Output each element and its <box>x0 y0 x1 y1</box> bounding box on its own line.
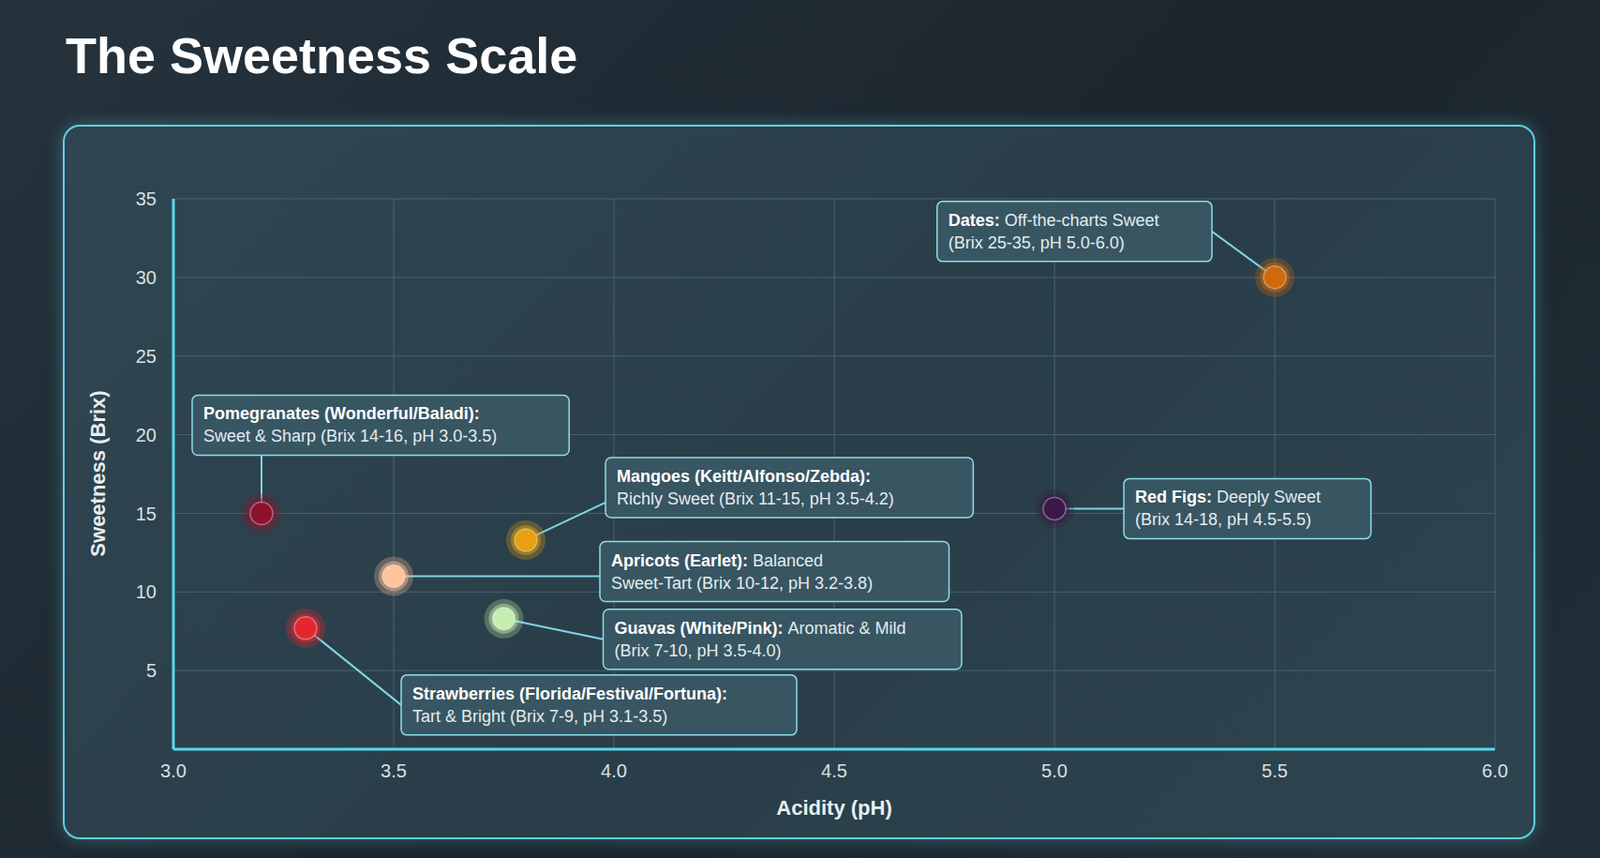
svg-text:Pomegranates (Wonderful/Baladi: Pomegranates (Wonderful/Baladi): <box>203 403 480 423</box>
svg-text:10: 10 <box>135 581 157 602</box>
svg-text:3.0: 3.0 <box>160 760 187 781</box>
svg-text:5.5: 5.5 <box>1261 760 1288 781</box>
svg-text:15: 15 <box>135 503 157 524</box>
svg-text:(Brix 7-10, pH 3.5-4.0): (Brix 7-10, pH 3.5-4.0) <box>614 641 782 660</box>
svg-text:Red Figs: Deeply Sweet: Red Figs: Deeply Sweet <box>1135 487 1321 507</box>
svg-text:30: 30 <box>135 267 157 288</box>
svg-text:Sweet-Tart (Brix 10-12, pH 3.2: Sweet-Tart (Brix 10-12, pH 3.2-3.8) <box>611 573 873 593</box>
html-text:Acidity (pH): Acidity (pH) <box>776 795 893 820</box>
svg-text:(Brix 14-18, pH 4.5-5.5): (Brix 14-18, pH 4.5-5.5) <box>1135 509 1312 529</box>
svg-text:5.0: 5.0 <box>1041 760 1068 781</box>
svg-text:6.0: 6.0 <box>1481 760 1509 781</box>
svg-text:Guavas (White/Pink): Aromatic: Guavas (White/Pink): Aromatic & Mild <box>614 618 907 638</box>
svg-text:Strawberries (Florida/Festival: Strawberries (Florida/Festival/Fortuna): <box>412 684 728 703</box>
svg-text:(Brix 25-35, pH 5.0-6.0): (Brix 25-35, pH 5.0-6.0) <box>948 233 1125 253</box>
svg-text:Dates: Off-the-charts Sweet: Dates: Off-the-charts Sweet <box>948 210 1160 230</box>
svg-text:35: 35 <box>135 188 157 210</box>
svg-text:Richly Sweet (Brix 11-15, pH 3: Richly Sweet (Brix 11-15, pH 3.5-4.2) <box>616 489 895 509</box>
svg-text:5: 5 <box>146 659 157 681</box>
svg-text:Tart & Bright (Brix 7-9, pH 3.: Tart & Bright (Brix 7-9, pH 3.1-3.5) <box>412 706 668 726</box>
svg-text:Apricots (Earlet): Balanced: Apricots (Earlet): Balanced <box>611 551 823 570</box>
html-text:The Sweetness Scale: The Sweetness Scale <box>65 27 578 84</box>
svg-text:4.0: 4.0 <box>600 760 628 781</box>
svg-text:3.5: 3.5 <box>380 760 407 781</box>
svg-text:4.5: 4.5 <box>821 760 848 781</box>
svg-text:Mangoes (Keitt/Alfonso/Zebda):: Mangoes (Keitt/Alfonso/Zebda): <box>616 466 871 486</box>
svg-text:Sweet & Sharp (Brix 14-16, pH: Sweet & Sharp (Brix 14-16, pH 3.0-3.5) <box>203 426 497 446</box>
svg-text:25: 25 <box>135 345 157 367</box>
html-text:Sweetness (Brix): Sweetness (Brix) <box>86 389 110 557</box>
svg-text:20: 20 <box>135 424 157 446</box>
